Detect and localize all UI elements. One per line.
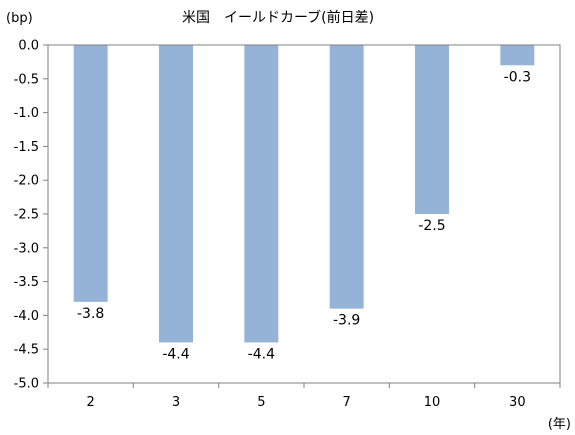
- bar-2: [73, 45, 108, 302]
- bar-3: [159, 45, 193, 343]
- data-label-2: -3.8: [77, 306, 104, 322]
- bar-5: [244, 45, 279, 343]
- y-tick-label: -0.5: [14, 72, 39, 87]
- bar-10: [415, 45, 449, 214]
- data-labels: -3.8 -4.4 -4.4 -3.9 -2.5 -0.3: [77, 69, 531, 362]
- y-tick-label: -3.0: [14, 241, 39, 256]
- y-axis: 0.0 -0.5 -1.0 -1.5 -2.0 -2.5 -3.0 -3.5 -4.0 -4.5 -…: [14, 39, 48, 392]
- x-tick-label: 7: [343, 395, 351, 410]
- y-tick-label: -1.5: [14, 140, 39, 155]
- y-tick-label: -3.5: [14, 275, 39, 290]
- bar-series: [73, 45, 535, 343]
- y-tick-label: -2.0: [14, 174, 39, 189]
- data-label-10: -2.5: [418, 218, 445, 234]
- x-axis-unit-label: (年): [548, 417, 571, 432]
- data-label-30: -0.3: [504, 69, 531, 85]
- chart-title: 米国 イールドカーブ(前日差): [182, 9, 374, 26]
- y-tick-label: -5.0: [14, 377, 39, 392]
- y-tick-label: -4.0: [14, 309, 39, 324]
- x-tick-label: 3: [172, 395, 180, 410]
- data-label-7: -3.9: [333, 313, 360, 329]
- y-tick-label: 0.0: [18, 39, 39, 54]
- x-tick-label: 10: [424, 395, 441, 410]
- y-axis-unit-label: (bp): [6, 11, 33, 26]
- data-label-3: -4.4: [162, 346, 189, 362]
- data-label-5: -4.4: [248, 346, 275, 362]
- bar-7: [329, 45, 364, 309]
- y-tick-label: -2.5: [14, 208, 39, 223]
- x-tick-label: 2: [87, 395, 95, 410]
- x-tick-label: 5: [257, 395, 265, 410]
- y-tick-label: -1.0: [14, 106, 39, 121]
- x-axis: 2 3 5 7 10 30: [47, 383, 561, 410]
- y-tick-label: -4.5: [14, 343, 39, 358]
- bar-30: [500, 45, 535, 66]
- x-tick-label: 30: [509, 395, 526, 410]
